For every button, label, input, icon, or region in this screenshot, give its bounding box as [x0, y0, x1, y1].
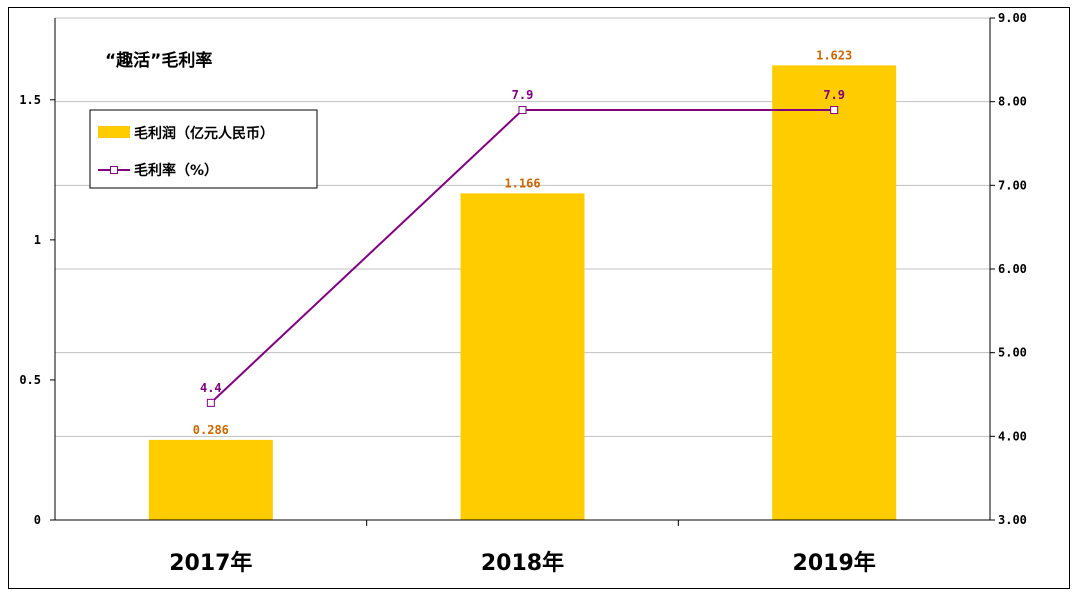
legend-bar-swatch — [98, 126, 130, 138]
left-tick-labels: 0 0.5 1 1.5 — [19, 93, 55, 527]
legend-bar-label: 毛利润（亿元人民币） — [134, 125, 274, 142]
right-tick-label: 4.00 — [998, 429, 1027, 443]
right-tick-labels: 3.00 4.00 5.00 6.00 7.00 8.00 9.00 — [990, 11, 1027, 527]
legend-line-marker — [110, 166, 118, 174]
line-value-label: 7.9 — [512, 88, 534, 102]
chart-title: “趣活”毛利率 — [105, 50, 212, 71]
right-tick-label: 8.00 — [998, 95, 1027, 109]
bar-value-labels: 0.286 1.166 1.623 — [193, 48, 852, 437]
bar — [460, 193, 585, 521]
line-marker — [206, 398, 215, 407]
left-tick-label: 0 — [34, 513, 41, 527]
line-value-label: 7.9 — [823, 88, 845, 102]
category-label: 2019年 — [793, 550, 876, 576]
bar-value-label: 0.286 — [193, 423, 229, 437]
right-tick-label: 5.00 — [998, 346, 1027, 360]
line-value-labels: 4.4 7.9 7.9 — [200, 88, 845, 395]
line-series — [206, 106, 839, 407]
bar — [772, 65, 897, 520]
bar-value-label: 1.166 — [504, 176, 540, 190]
legend-line-label: 毛利率（%） — [134, 162, 218, 179]
category-labels: 2017年 2018年 2019年 — [169, 520, 876, 576]
line-marker — [518, 106, 527, 115]
right-tick-label: 7.00 — [998, 178, 1027, 192]
left-tick-label: 1 — [34, 233, 41, 247]
bar — [148, 439, 273, 520]
legend-box — [89, 109, 318, 189]
category-label: 2017年 — [169, 550, 252, 576]
line-value-label: 4.4 — [200, 381, 222, 395]
right-tick-label: 9.00 — [998, 11, 1027, 25]
line-marker — [830, 106, 839, 115]
left-tick-label: 1.5 — [19, 93, 41, 107]
right-tick-label: 3.00 — [998, 513, 1027, 527]
left-tick-label: 0.5 — [19, 373, 41, 387]
bar-value-label: 1.623 — [816, 48, 852, 62]
bars — [148, 65, 897, 521]
right-tick-label: 6.00 — [998, 262, 1027, 276]
category-label: 2018年 — [481, 550, 564, 576]
legend: 毛利润（亿元人民币） 毛利率（%） — [89, 109, 318, 189]
